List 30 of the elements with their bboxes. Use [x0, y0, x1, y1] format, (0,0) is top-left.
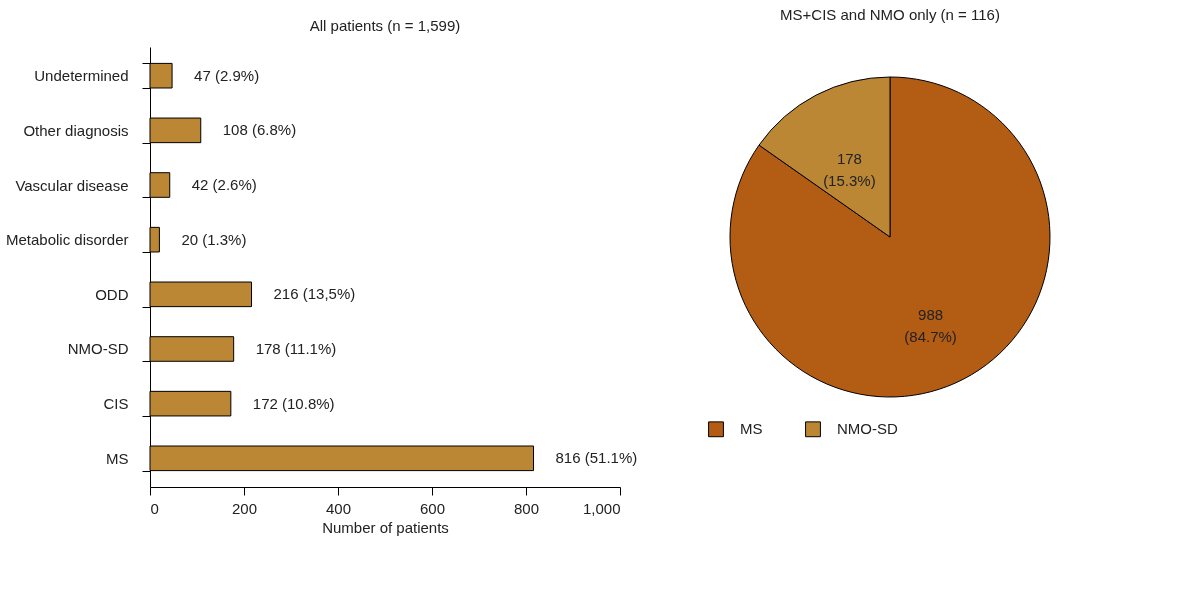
y-tick-label: Undetermined	[34, 67, 129, 85]
data-label: 816 (51.1%)	[555, 449, 638, 467]
x-tick-label: 0	[150, 499, 159, 517]
x-tick-label: 1,000	[582, 499, 621, 517]
data-label: 178 (15.3%)	[823, 149, 876, 189]
pie-slice	[729, 76, 1051, 398]
data-label: 178 (11.1%)	[255, 339, 337, 357]
data-label: 47 (2.9%)	[194, 66, 260, 84]
data-label: 172 (10.8%)	[252, 394, 335, 412]
y-tick-label: NMO-SD	[67, 340, 129, 358]
x-tick-label: 600	[419, 499, 446, 517]
legend-label: NMO-SD	[837, 420, 898, 438]
data-label: 216 (13,5%)	[273, 285, 356, 303]
x-tick-label: 200	[231, 499, 258, 517]
data-label: 988 (84.7%)	[904, 306, 957, 346]
data-label: 20 (1.3%)	[181, 230, 247, 248]
y-tick-label: CIS	[103, 395, 129, 413]
data-label: 108 (6.8%)	[222, 121, 297, 139]
x-tick-label: 400	[325, 499, 352, 517]
legend-label: MS	[740, 420, 763, 438]
x-tick-label: 800	[513, 499, 540, 517]
x-axis-title: Number of patients	[322, 518, 449, 536]
y-tick-label: MS	[106, 449, 129, 467]
y-tick-label: Vascular disease	[15, 176, 129, 194]
y-tick-label: Other diagnosis	[23, 121, 129, 139]
chart-title: MS+CIS and NMO only (n = 116)	[780, 6, 1000, 23]
y-tick-label: Metabolic disorder	[5, 231, 129, 249]
chart-title: All patients (n = 1,599)	[309, 17, 461, 34]
y-tick-label: ODD	[95, 285, 129, 303]
data-label: 42 (2.6%)	[191, 176, 257, 194]
